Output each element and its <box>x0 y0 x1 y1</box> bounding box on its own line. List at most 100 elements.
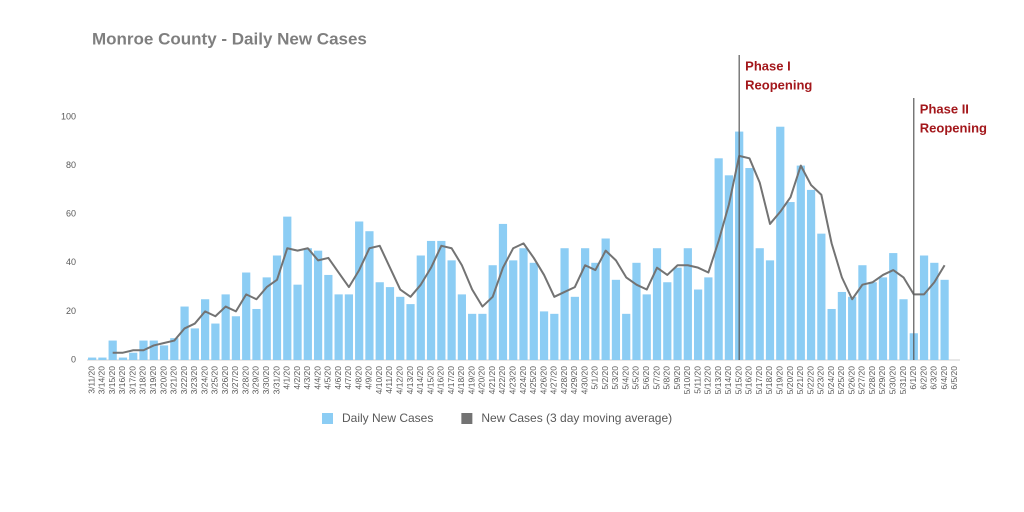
bar <box>724 175 734 360</box>
bar <box>303 248 312 360</box>
x-tick-label: 5/20/20 <box>785 366 795 395</box>
bar <box>704 277 713 360</box>
x-tick-label: 5/17/20 <box>754 366 764 395</box>
annotation-text: Phase II <box>920 101 969 116</box>
x-tick-label: 4/30/20 <box>579 366 589 395</box>
bar <box>786 202 795 360</box>
x-tick-label: 4/22/20 <box>497 366 507 395</box>
bar <box>919 255 929 360</box>
x-tick-label: 3/29/20 <box>251 366 261 395</box>
x-tick-label: 4/8/20 <box>353 366 363 390</box>
y-tick-label: 60 <box>66 209 76 219</box>
y-tick-label: 40 <box>66 257 76 267</box>
x-tick-label: 5/24/20 <box>826 366 836 395</box>
bar <box>498 223 508 360</box>
x-tick-label: 4/9/20 <box>364 366 374 390</box>
bar <box>940 279 949 360</box>
x-tick-label: 4/26/20 <box>538 366 548 395</box>
bar <box>930 262 939 360</box>
x-tick-label: 4/16/20 <box>436 366 446 395</box>
x-tick-label: 4/1/20 <box>282 366 292 390</box>
bar <box>550 313 559 360</box>
bar <box>396 296 405 360</box>
bar <box>858 265 867 360</box>
annotation-text: Reopening <box>745 77 812 92</box>
x-tick-label: 4/3/20 <box>302 366 312 390</box>
x-tick-label: 4/19/20 <box>466 366 476 395</box>
legend-label: Daily New Cases <box>342 411 433 425</box>
bar <box>570 296 579 360</box>
x-tick-label: 4/13/20 <box>405 366 415 395</box>
bar <box>509 260 518 360</box>
bar <box>344 294 354 360</box>
x-tick-label: 3/20/20 <box>158 366 168 395</box>
x-tick-label: 4/28/20 <box>559 366 569 395</box>
x-tick-label: 4/5/20 <box>323 366 333 390</box>
bar <box>118 357 128 360</box>
bar <box>622 313 631 360</box>
bar <box>581 248 590 360</box>
bar <box>385 287 395 360</box>
bar <box>827 308 836 360</box>
bar <box>201 299 210 360</box>
bar <box>683 248 692 360</box>
x-tick-label: 4/4/20 <box>312 366 322 390</box>
x-tick-label: 4/21/20 <box>487 366 497 395</box>
bar <box>693 289 703 360</box>
bar <box>468 313 477 360</box>
bar <box>159 345 169 360</box>
x-tick-label: 3/23/20 <box>189 366 199 395</box>
bar <box>283 216 292 360</box>
x-tick-label: 5/21/20 <box>795 366 805 395</box>
x-tick-label: 3/17/20 <box>127 366 137 395</box>
x-tick-label: 6/5/20 <box>949 366 959 390</box>
x-tick-label: 5/12/20 <box>703 366 713 395</box>
bar <box>642 294 651 360</box>
bar <box>817 233 826 360</box>
y-tick-label: 80 <box>66 160 76 170</box>
chart-title: Monroe County - Daily New Cases <box>92 29 367 48</box>
x-tick-label: 5/31/20 <box>898 366 908 395</box>
x-tick-label: 4/2/20 <box>292 366 302 390</box>
x-tick-label: 4/6/20 <box>333 366 343 390</box>
x-tick-label: 4/17/20 <box>446 366 456 395</box>
bar <box>242 272 251 360</box>
x-tick-label: 5/4/20 <box>620 366 630 390</box>
legend-label: New Cases (3 day moving average) <box>481 411 672 425</box>
annotation-text: Reopening <box>920 120 987 135</box>
x-tick-label: 3/16/20 <box>117 366 127 395</box>
x-tick-label: 4/10/20 <box>374 366 384 395</box>
bar <box>652 248 662 360</box>
bar <box>745 168 754 360</box>
x-tick-label: 3/19/20 <box>148 366 158 395</box>
x-tick-label: 4/20/20 <box>477 366 487 395</box>
x-tick-label: 6/4/20 <box>939 366 949 390</box>
x-tick-label: 3/31/20 <box>271 366 281 395</box>
x-tick-label: 3/27/20 <box>230 366 240 395</box>
bar <box>776 126 785 360</box>
bar <box>313 250 323 360</box>
bar <box>231 316 241 360</box>
x-tick-label: 6/2/20 <box>918 366 928 390</box>
x-tick-label: 5/28/20 <box>867 366 877 395</box>
x-tick-label: 3/26/20 <box>220 366 230 395</box>
bar <box>488 265 497 360</box>
x-tick-label: 5/3/20 <box>610 366 620 390</box>
bar <box>437 240 446 360</box>
bar <box>591 262 600 360</box>
x-tick-label: 6/3/20 <box>929 366 939 390</box>
x-tick-label: 5/2/20 <box>600 366 610 390</box>
x-tick-label: 4/14/20 <box>415 366 425 395</box>
bar <box>252 308 261 360</box>
bar <box>755 248 764 360</box>
x-tick-label: 5/27/20 <box>857 366 867 395</box>
bar <box>457 294 466 360</box>
bar <box>899 299 908 360</box>
bar <box>426 240 436 360</box>
x-tick-label: 3/14/20 <box>97 366 107 395</box>
x-tick-label: 4/24/20 <box>518 366 528 395</box>
x-tick-label: 5/13/20 <box>713 366 723 395</box>
x-tick-label: 5/16/20 <box>744 366 754 395</box>
bar <box>416 255 425 360</box>
